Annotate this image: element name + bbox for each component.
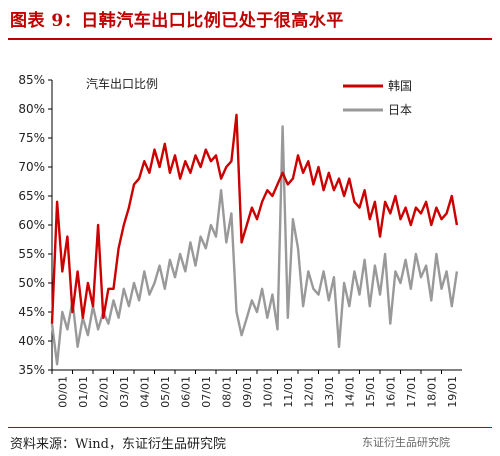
watermark: 东证衍生品研究院 (362, 436, 450, 449)
x-tick-label: 12/01 (302, 376, 315, 408)
y-tick-label: 35% (18, 363, 45, 377)
x-tick-label: 11/01 (282, 376, 295, 408)
x-tick-label: 03/01 (118, 376, 131, 408)
series-layer (50, 113, 459, 366)
x-tick-label: 16/01 (384, 376, 397, 408)
x-tick-label: 19/01 (446, 376, 459, 408)
y-tick-label: 45% (18, 305, 45, 319)
source-note: 资料来源：Wind，东证衍生品研究院 (10, 437, 226, 452)
x-axis: 00/01 01/01 02/01 03/01 04/01 05/01 06/01 07/01… (51, 369, 462, 408)
x-tick-label: 10/01 (261, 376, 274, 408)
y-tick-label: 70% (18, 160, 45, 174)
series-line-korea (50, 113, 459, 324)
title-divider (8, 38, 492, 40)
x-tick-label: 04/01 (138, 376, 151, 408)
legend-label: 韩国 (388, 78, 412, 93)
export-ratio-line-chart: 35%40%45%50%55%60%65%70%75%80%85% 00/01 0… (18, 73, 462, 408)
y-axis: 35% 40% 45% 50% 55% 60% 65% 70% 75% 80% 85% (18, 73, 53, 377)
x-tick-label: 05/01 (159, 376, 172, 408)
x-tick-label: 07/01 (200, 376, 213, 408)
y-tick-label: 50% (18, 276, 45, 290)
x-tick-label: 01/01 (77, 376, 90, 408)
x-tick-label: 17/01 (405, 376, 418, 408)
x-tick-label: 15/01 (364, 376, 377, 408)
x-tick-label: 00/01 (56, 376, 69, 408)
figure-title: 图表 9：日韩汽车出口比例已处于很高水平 (10, 11, 344, 31)
y-tick-label: 60% (18, 218, 45, 232)
source-divider (8, 427, 492, 428)
y-tick-label: 55% (18, 247, 45, 261)
x-tick-label: 09/01 (241, 376, 254, 408)
y-tick-label: 80% (18, 102, 45, 116)
x-tick-label: 08/01 (220, 376, 233, 408)
chart-subtitle: 汽车出口比例 (86, 76, 158, 91)
x-tick-label: 13/01 (323, 376, 336, 408)
legend-label: 日本 (388, 103, 412, 117)
y-tick-label: 65% (18, 189, 45, 203)
y-tick-label: 75% (18, 131, 45, 145)
series-line-japan (50, 125, 459, 366)
x-tick-label: 06/01 (179, 376, 192, 408)
x-tick-label: 14/01 (343, 376, 356, 408)
x-tick-label: 02/01 (97, 376, 110, 408)
y-tick-label: 40% (18, 334, 45, 348)
y-tick-label: 85% (18, 73, 45, 87)
x-tick-label: 18/01 (425, 376, 438, 408)
